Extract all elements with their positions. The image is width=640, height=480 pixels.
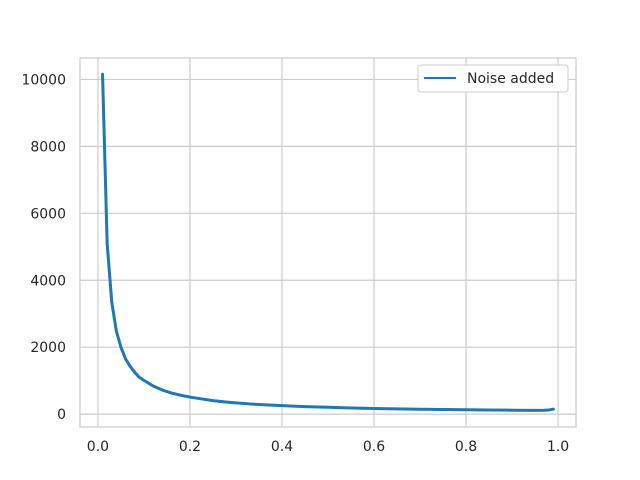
- legend: Noise added: [417, 64, 569, 93]
- y-tick-label: 6000: [30, 206, 66, 222]
- x-tick-label: 0.4: [271, 439, 293, 455]
- legend-box: [417, 64, 569, 93]
- tick-labels: 0.0 0.2 0.4 0.6 0.8 1.0 0 2000 4000 6000 8000 10000: [21, 72, 569, 455]
- y-tick-label: 8000: [30, 139, 66, 155]
- grid-lines: [80, 58, 576, 427]
- y-tick-label: 4000: [30, 273, 66, 289]
- x-tick-label: 0.2: [179, 439, 201, 455]
- x-tick-label: 0.6: [363, 439, 385, 455]
- x-tick-label: 0.0: [87, 439, 109, 455]
- x-tick-label: 1.0: [547, 439, 569, 455]
- plot-area-background: [80, 58, 576, 427]
- series-layer: [101, 72, 555, 412]
- legend-label: Noise added: [467, 71, 554, 87]
- plot-frame: [79, 57, 577, 428]
- y-tick-label: 2000: [30, 340, 66, 356]
- x-tick-label: 0.8: [455, 439, 477, 455]
- y-tick-label: 10000: [21, 72, 66, 88]
- y-tick-label: 0: [57, 407, 66, 423]
- series-line: [101, 72, 555, 412]
